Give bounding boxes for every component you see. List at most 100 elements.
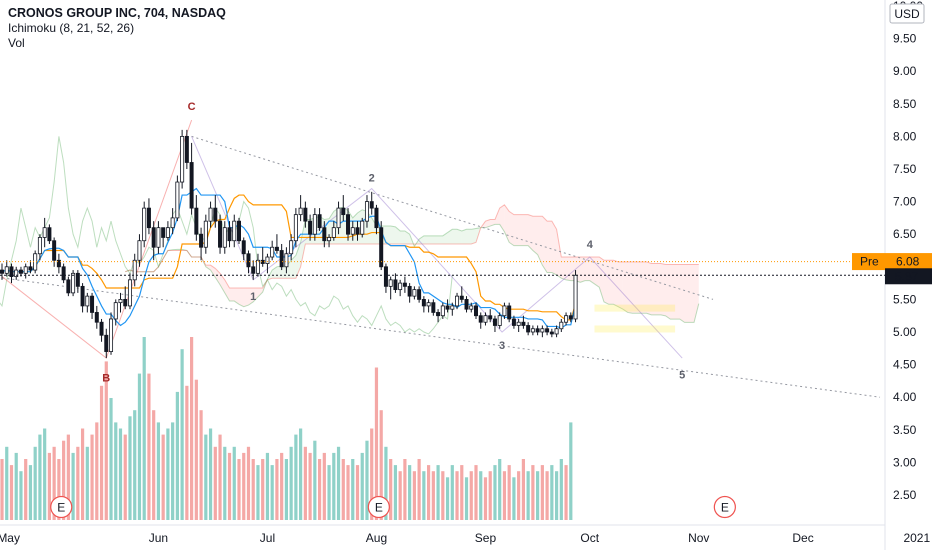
volume-bar [71,452,75,520]
candle [336,201,341,235]
candle [407,283,412,303]
volume-bar [479,471,483,520]
candle [445,299,450,313]
volume-bar [341,459,345,520]
volume-bar [351,459,355,520]
candle [502,302,507,319]
candle [284,247,289,274]
volume-bar [360,452,364,520]
candle [379,221,384,271]
cloud-segment [613,260,619,307]
volume-bar [19,471,23,520]
candle [156,221,161,254]
volume-bar [114,422,118,520]
volume-bar [118,428,123,520]
volume-bar [384,446,388,520]
currency-badge[interactable]: USD [889,3,925,24]
volume-bar [313,440,317,520]
cloud-segment [528,214,533,251]
volume-bar [261,459,265,520]
cloud-segment [585,257,590,281]
svg-text:5.87: 5.87 [895,269,919,283]
volume-bar [204,434,208,520]
cloud-segment [679,264,685,323]
candle [535,325,540,336]
volume-bar [498,459,502,520]
cloud-segment [433,235,439,244]
volume-bar [455,471,459,520]
cloud-segment [385,226,391,244]
candle [412,286,417,300]
candle [213,195,218,228]
volume-bar [483,477,488,520]
candle [549,328,554,338]
cloud-segment [594,257,600,288]
volume-bar [24,459,28,520]
ichimoku-legend[interactable]: Ichimoku (8, 21, 52, 26) [8,21,135,35]
volume-bar [370,428,374,520]
candle [440,302,445,319]
candle [146,198,151,235]
volume-bar [322,452,326,520]
volume-bar [317,459,322,520]
cloud-segment [622,261,628,313]
volume-bar [208,428,213,520]
volume-legend[interactable]: Vol [8,36,25,50]
volume-bar [76,446,80,520]
price-tick-label: 4.00 [893,390,917,404]
time-tick-label: May [0,531,20,545]
volume-bar [213,446,217,520]
price-tick-label: 5.00 [893,325,917,339]
volume-bar [9,465,14,520]
ichimoku-lines [1,187,577,329]
candle [317,208,322,231]
cloud-segment [404,230,410,244]
price-tick-label: 2.50 [893,488,917,502]
candle [255,253,260,277]
time-axis[interactable]: May Jun Jul Aug Sep Oct Nov Dec 2021 [0,531,930,545]
candle [421,296,426,313]
cloud-segment [452,229,458,244]
cloud-segment [476,227,481,243]
volume-bar [408,465,412,520]
volume-bar [147,373,151,520]
volume-bar [99,385,104,520]
volume-bar [5,446,9,520]
candle [298,195,303,222]
candle [251,260,256,280]
candle [450,302,455,316]
time-tick-label: 2021 [903,531,930,545]
cloud-segment [172,249,178,251]
candle [530,325,535,336]
cloud-segment [684,264,690,323]
price-axis[interactable]: 10.009.509.008.508.007.507.006.506.005.5… [893,0,923,502]
candle [56,253,61,274]
cloud-segment [205,265,211,271]
candle [246,250,251,274]
time-tick-label: Oct [580,531,599,545]
candle [573,270,578,323]
cloud-segment [419,235,424,244]
lower-channel-line [0,277,881,398]
cloud-segment [665,264,671,320]
volume-bar [427,465,431,520]
volume-bar [308,452,312,520]
earnings-marker: E [367,495,390,519]
candle [492,315,497,332]
target-zone-lower [594,325,676,333]
earnings-marker-label: E [721,501,729,515]
candle [232,214,237,248]
trend-lines [0,119,881,398]
symbol-title[interactable]: CRONOS GROUP INC, 704, NASDAQ [8,6,226,20]
chart-legend: CRONOS GROUP INC, 704, NASDAQ Ichimoku (… [8,6,226,51]
cloud-segment [257,287,263,297]
price-tick-label: 7.50 [893,162,917,176]
cloud-segment [694,264,699,323]
wave-label: 2 [369,172,375,184]
volume-bar [104,361,108,520]
price-tick-label: 4.50 [893,358,917,372]
volume-bar [502,471,507,520]
candle [80,283,85,313]
candle [227,221,232,248]
